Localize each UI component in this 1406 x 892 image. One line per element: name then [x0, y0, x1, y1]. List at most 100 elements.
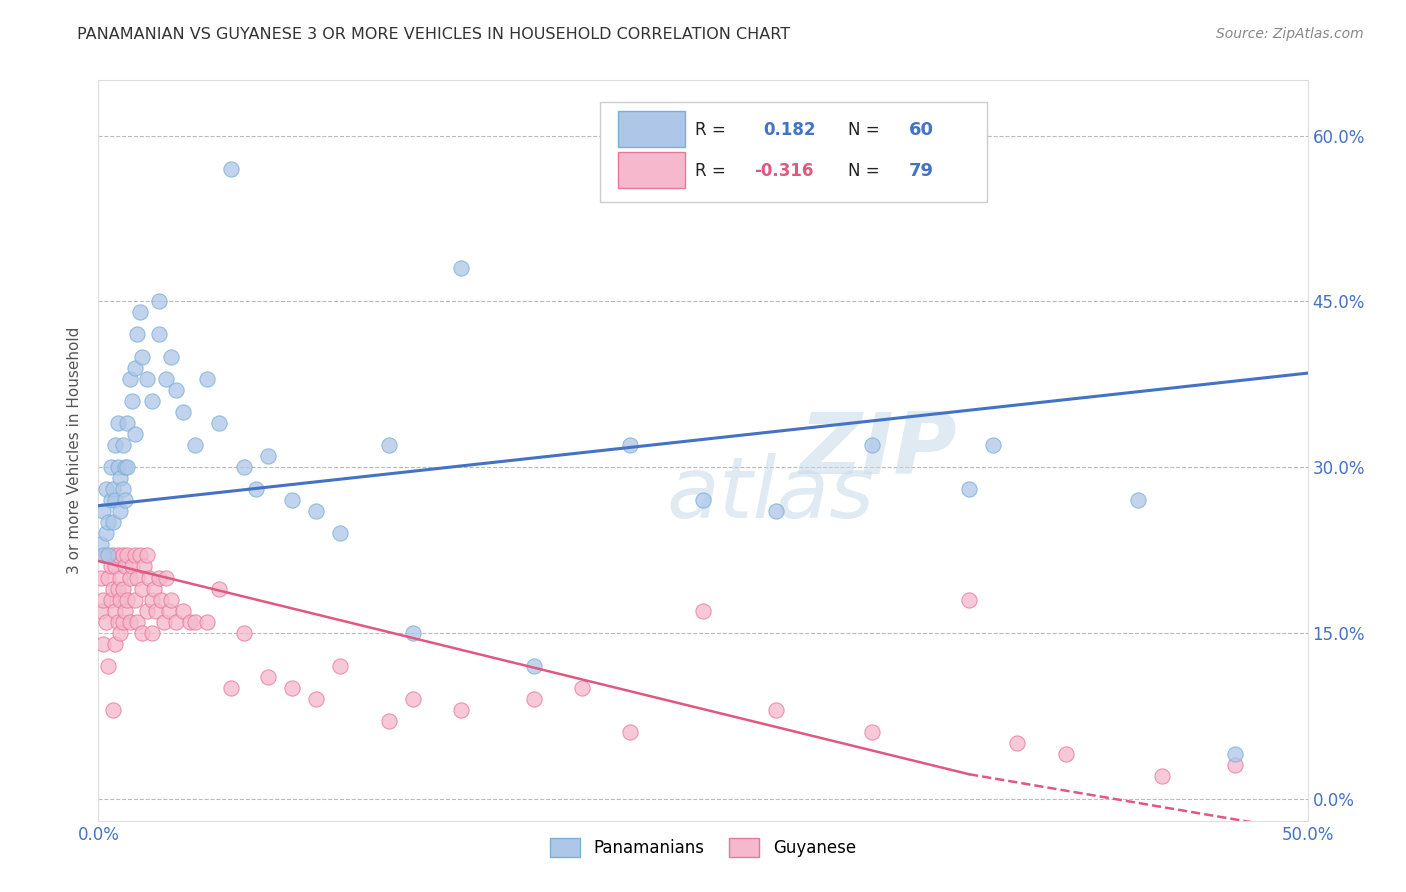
Point	[402, 692, 425, 706]
Point	[124, 592, 146, 607]
Point	[121, 559, 143, 574]
Point	[765, 504, 787, 518]
Point	[145, 604, 167, 618]
Point	[104, 438, 127, 452]
Text: 79: 79	[908, 161, 934, 179]
Point	[91, 504, 114, 518]
Point	[90, 604, 112, 618]
Point	[232, 460, 254, 475]
Point	[765, 703, 787, 717]
Point	[127, 615, 149, 629]
Text: 0.182: 0.182	[763, 121, 815, 139]
Point	[155, 371, 177, 385]
Point	[100, 592, 122, 607]
Point	[94, 615, 117, 629]
Point	[1152, 769, 1174, 783]
Point	[100, 559, 122, 574]
Point	[402, 625, 425, 640]
Point	[281, 681, 304, 695]
Text: 60: 60	[908, 121, 934, 139]
Point	[1223, 758, 1246, 772]
Point	[305, 504, 328, 518]
Point	[860, 438, 883, 452]
Point	[117, 416, 139, 430]
Point	[101, 516, 124, 530]
Point	[281, 493, 304, 508]
Point	[184, 438, 207, 452]
Point	[172, 405, 194, 419]
Point	[305, 692, 328, 706]
Point	[134, 559, 156, 574]
Point	[101, 582, 124, 596]
Point	[165, 615, 187, 629]
Point	[104, 604, 127, 618]
Point	[104, 637, 127, 651]
Point	[94, 549, 117, 563]
Point	[118, 615, 141, 629]
Point	[111, 582, 134, 596]
Point	[111, 482, 134, 496]
Point	[127, 570, 149, 584]
Text: -0.316: -0.316	[754, 161, 813, 179]
Point	[94, 526, 117, 541]
Point	[1054, 747, 1077, 762]
Point	[101, 482, 124, 496]
Point	[141, 625, 163, 640]
Point	[160, 350, 183, 364]
Text: ZIP: ZIP	[800, 409, 957, 492]
Point	[141, 592, 163, 607]
Point	[221, 161, 243, 176]
Point	[377, 714, 399, 729]
Point	[114, 493, 136, 508]
Point	[148, 570, 170, 584]
Point	[97, 549, 120, 563]
Point	[450, 261, 472, 276]
Point	[148, 327, 170, 342]
Point	[450, 703, 472, 717]
Point	[131, 582, 153, 596]
Point	[108, 570, 131, 584]
Point	[118, 371, 141, 385]
Point	[107, 615, 129, 629]
Point	[981, 438, 1004, 452]
Point	[111, 438, 134, 452]
Point	[104, 559, 127, 574]
Point	[141, 393, 163, 408]
Point	[131, 625, 153, 640]
Point	[150, 592, 173, 607]
Point	[111, 549, 134, 563]
Point	[97, 570, 120, 584]
Point	[97, 516, 120, 530]
Point	[619, 725, 641, 739]
FancyBboxPatch shape	[619, 112, 685, 147]
Text: N =: N =	[848, 161, 880, 179]
Point	[127, 327, 149, 342]
Point	[108, 471, 131, 485]
Point	[155, 570, 177, 584]
Point	[135, 604, 157, 618]
Point	[245, 482, 267, 496]
Point	[91, 592, 114, 607]
Point	[107, 460, 129, 475]
Point	[128, 305, 150, 319]
Point	[221, 681, 243, 695]
Point	[121, 393, 143, 408]
Point	[957, 592, 980, 607]
Legend: Panamanians, Guyanese: Panamanians, Guyanese	[544, 831, 862, 864]
Point	[256, 670, 278, 684]
Point	[124, 360, 146, 375]
Point	[117, 549, 139, 563]
Point	[571, 681, 593, 695]
Point	[172, 604, 194, 618]
Point	[124, 549, 146, 563]
Point	[692, 493, 714, 508]
Point	[108, 504, 131, 518]
Point	[117, 460, 139, 475]
Text: Source: ZipAtlas.com: Source: ZipAtlas.com	[1216, 27, 1364, 41]
Point	[1007, 736, 1029, 750]
FancyBboxPatch shape	[600, 103, 987, 202]
Point	[160, 592, 183, 607]
Point	[114, 604, 136, 618]
Text: R =: R =	[695, 121, 725, 139]
Point	[128, 549, 150, 563]
